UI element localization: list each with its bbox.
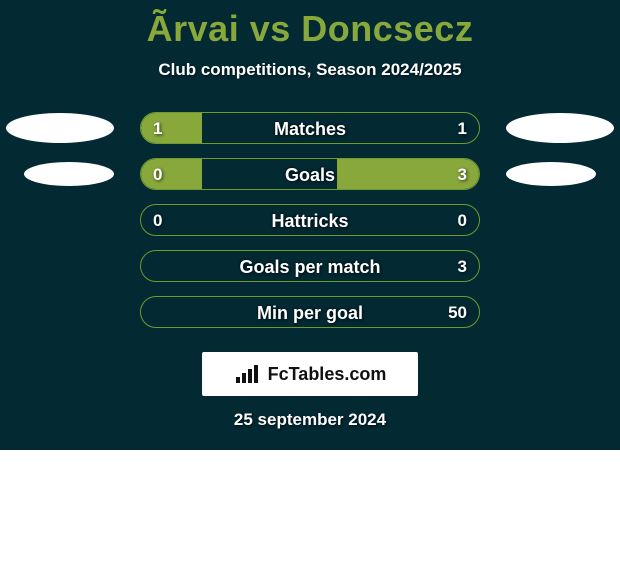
stat-row: 0Goals3 [0,158,620,190]
stat-bar: Goals per match3 [140,250,480,282]
page-title: Ãrvai vs Doncsecz [0,0,620,50]
brand-text: FcTables.com [268,364,387,385]
stat-label: Goals per match [141,251,479,282]
stat-right-value: 1 [458,113,467,144]
player-avatar-right [506,113,614,143]
stat-label: Matches [141,113,479,144]
stat-right-value: 0 [458,205,467,236]
brand-badge: FcTables.com [202,352,418,396]
footer-date: 25 september 2024 [0,410,620,430]
stat-right-value: 3 [458,251,467,282]
stat-row: Min per goal50 [0,296,620,328]
player-avatar-left [6,113,114,143]
stat-row: Goals per match3 [0,250,620,282]
stat-row: 1Matches1 [0,112,620,144]
stat-label: Hattricks [141,205,479,236]
player-avatar-right [506,162,596,186]
player-avatar-left [24,162,114,186]
stats-canvas: Ãrvai vs Doncsecz Club competitions, Sea… [0,0,620,450]
stat-rows: 1Matches10Goals30Hattricks0Goals per mat… [0,112,620,328]
stat-label: Goals [141,159,479,190]
page-subtitle: Club competitions, Season 2024/2025 [0,60,620,80]
stat-bar: Min per goal50 [140,296,480,328]
stat-right-value: 50 [448,297,467,328]
stat-row: 0Hattricks0 [0,204,620,236]
bars-icon [234,363,262,385]
stat-bar: 0Goals3 [140,158,480,190]
stat-right-value: 3 [458,159,467,190]
stat-label: Min per goal [141,297,479,328]
stat-bar: 1Matches1 [140,112,480,144]
stat-bar: 0Hattricks0 [140,204,480,236]
